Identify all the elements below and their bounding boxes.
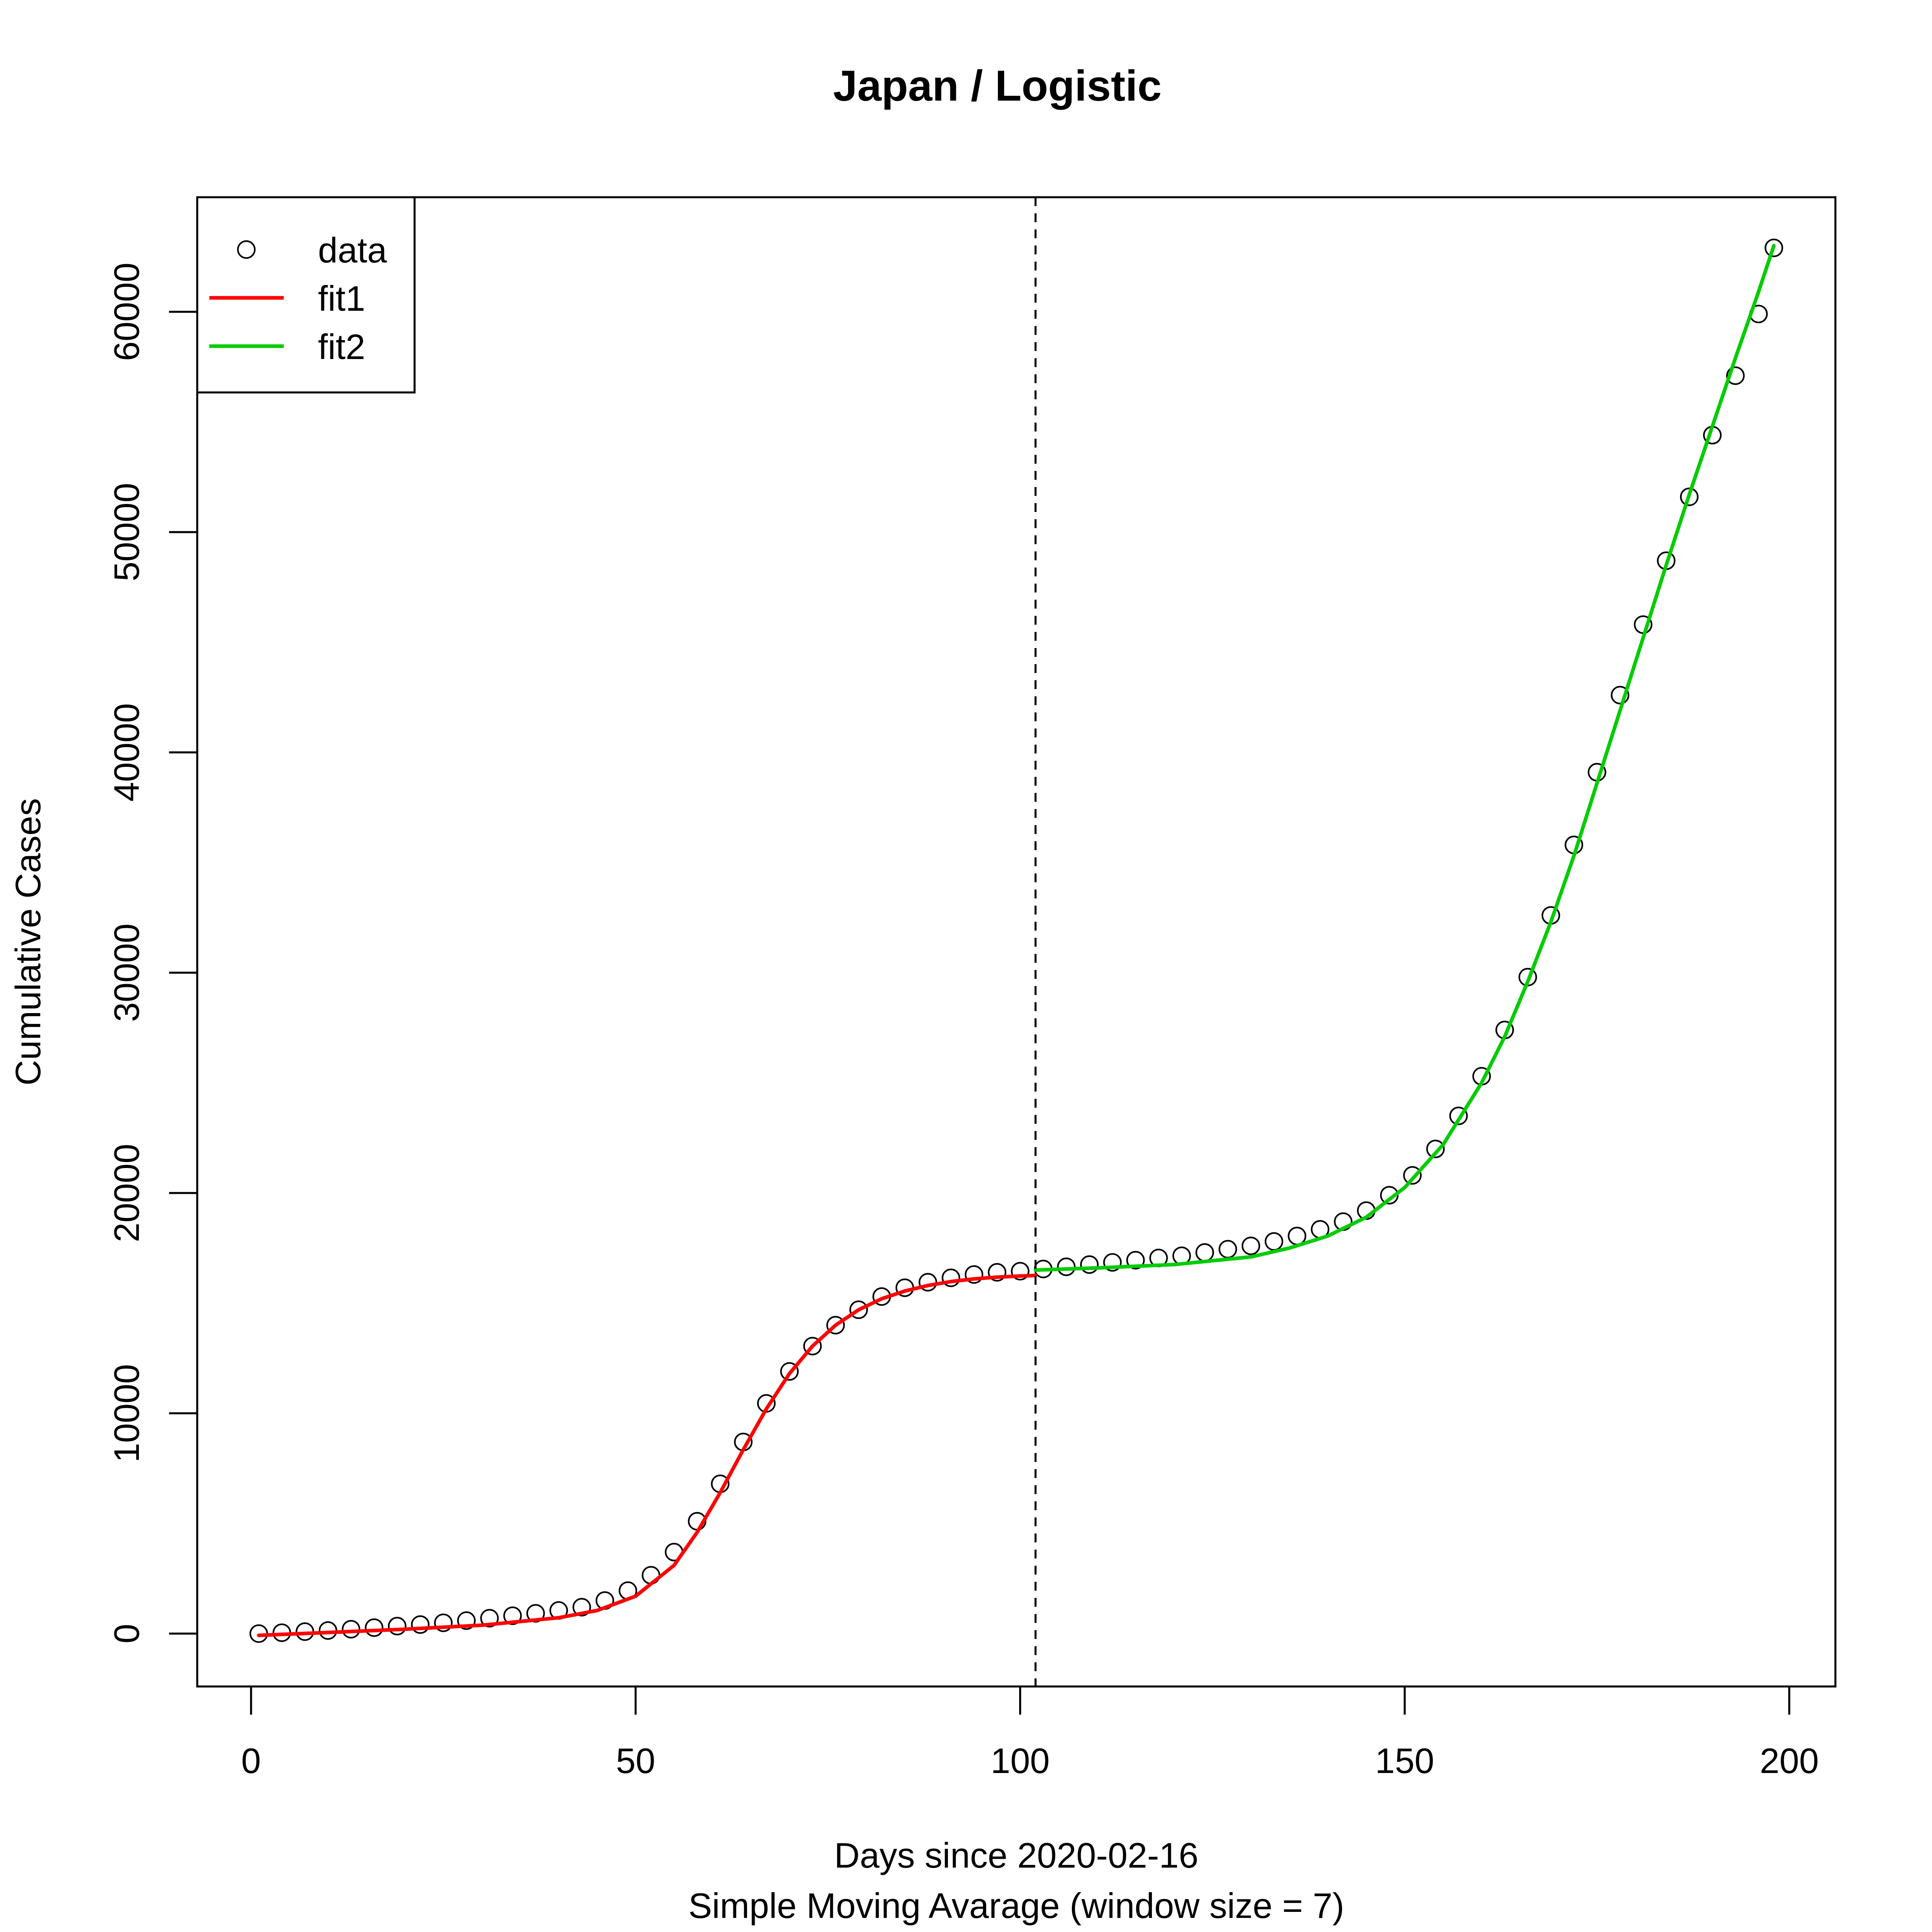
x-tick-label: 0 <box>241 1741 261 1781</box>
data-point <box>988 1263 1007 1282</box>
data-point <box>434 1613 453 1632</box>
data-point <box>826 1316 845 1335</box>
x-tick-label: 100 <box>991 1741 1050 1781</box>
data-point <box>1241 1236 1260 1255</box>
data-point <box>941 1268 960 1287</box>
fit-series <box>257 244 1776 1637</box>
y-tick-label: 50000 <box>107 483 147 582</box>
data-point <box>780 1362 799 1381</box>
data-point <box>1057 1257 1076 1276</box>
data-point <box>503 1606 522 1625</box>
y-tick-label: 10000 <box>107 1364 147 1463</box>
chart-title: Japan / Logistic <box>833 61 1162 110</box>
y-tick-label: 30000 <box>107 923 147 1022</box>
x-axis-label: Days since 2020-02-16 <box>834 1835 1199 1875</box>
y-tick-label: 40000 <box>107 703 147 802</box>
data-point <box>342 1620 361 1639</box>
data-point <box>964 1265 983 1284</box>
y-axis-label: Cumulative Cases <box>8 798 48 1086</box>
data-point <box>572 1598 591 1616</box>
data-point <box>411 1615 430 1634</box>
data-point <box>919 1273 937 1292</box>
data-point <box>1380 1186 1399 1205</box>
data-point <box>1610 685 1629 704</box>
data-point <box>1765 238 1783 257</box>
data-point <box>1080 1255 1099 1274</box>
data-point <box>1680 487 1699 506</box>
series-line-fit1 <box>257 1274 1038 1637</box>
x-axis: 0 50 100 150 200 <box>241 1685 1819 1781</box>
data-point <box>1126 1251 1145 1269</box>
data-point <box>803 1337 822 1356</box>
y-tick-label: 60000 <box>107 262 147 361</box>
data-point <box>1403 1166 1422 1185</box>
data-point <box>1726 366 1745 385</box>
y-tick-label: 20000 <box>107 1144 147 1243</box>
x-tick-label: 50 <box>616 1741 655 1781</box>
legend-box <box>196 196 416 394</box>
y-tick-label: 0 <box>107 1624 147 1643</box>
x-tick-label: 200 <box>1760 1741 1819 1781</box>
data-point <box>457 1611 476 1630</box>
legend-label-fit2: fit2 <box>318 327 365 367</box>
data-point <box>365 1618 384 1637</box>
data-point <box>1103 1253 1122 1272</box>
legend-marker-data <box>237 240 256 259</box>
data-point <box>388 1617 407 1636</box>
data-point <box>1426 1139 1445 1158</box>
data-point <box>1449 1106 1468 1125</box>
x-axis-sublabel: Simple Moving Avarage (window size = 7) <box>688 1886 1344 1926</box>
legend-label-data: data <box>318 230 387 270</box>
data-point <box>849 1300 868 1319</box>
legend-label-fit1: fit1 <box>318 279 365 318</box>
data-point <box>480 1609 499 1628</box>
x-tick-label: 150 <box>1375 1741 1435 1781</box>
data-point <box>1011 1262 1030 1281</box>
y-axis: 0 10000 20000 30000 40000 50000 60000 <box>107 262 198 1643</box>
series-line-fit2 <box>1034 244 1776 1272</box>
legend: data fit1 fit2 <box>196 196 416 394</box>
